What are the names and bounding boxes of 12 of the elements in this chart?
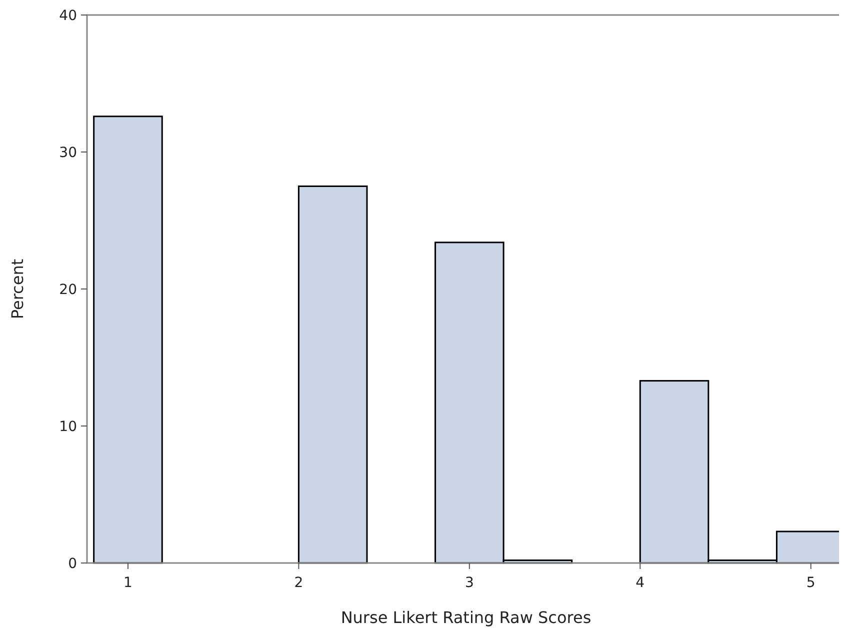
x-axis-title: Nurse Likert Rating Raw Scores <box>340 608 592 627</box>
x-tick-label: 3 <box>464 575 474 591</box>
x-tick-label: 2 <box>294 575 304 591</box>
x-tick-label: 4 <box>636 575 645 591</box>
y-tick-label: 10 <box>59 419 77 435</box>
y-tick-label: 40 <box>59 8 77 24</box>
x-tick-label: 5 <box>806 575 816 591</box>
x-tick-label: 1 <box>124 575 132 591</box>
y-tick-label: 0 <box>68 556 77 572</box>
y-tick-label: 30 <box>59 145 77 161</box>
y-axis-title: Percent <box>8 258 27 320</box>
y-tick-label: 20 <box>59 282 77 298</box>
